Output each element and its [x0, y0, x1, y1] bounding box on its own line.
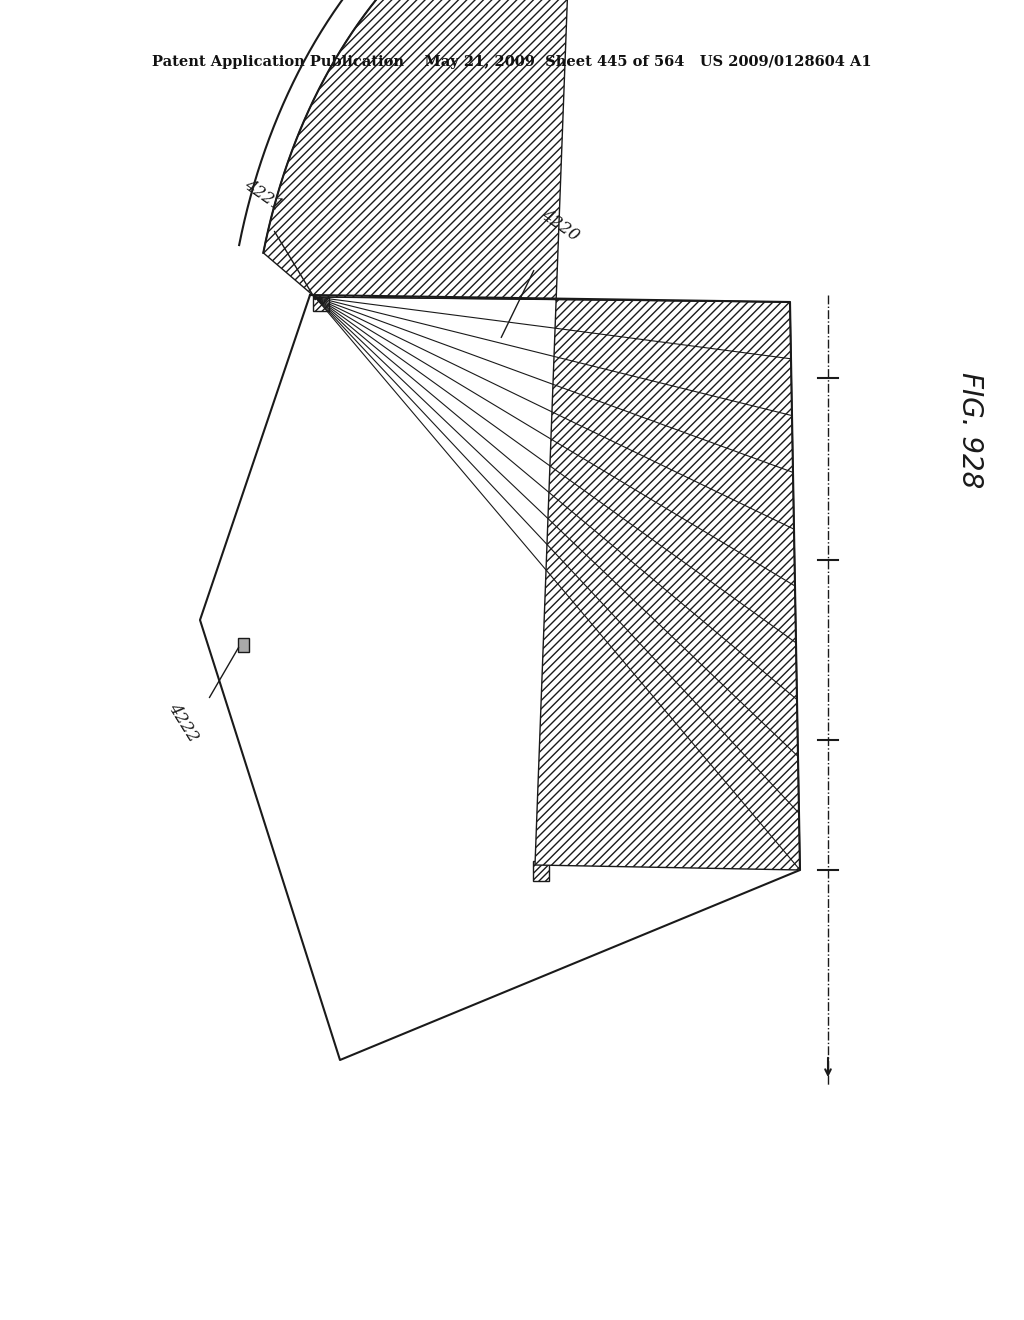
Polygon shape	[238, 638, 249, 652]
Text: 4220: 4220	[538, 207, 583, 246]
Text: 4222: 4222	[165, 700, 202, 744]
Text: 4221: 4221	[241, 177, 286, 215]
Text: FIG. 928: FIG. 928	[956, 372, 984, 488]
Polygon shape	[534, 861, 549, 880]
Polygon shape	[263, 0, 800, 870]
Polygon shape	[313, 293, 329, 312]
Text: Patent Application Publication    May 21, 2009  Sheet 445 of 564   US 2009/01286: Patent Application Publication May 21, 2…	[153, 55, 871, 69]
